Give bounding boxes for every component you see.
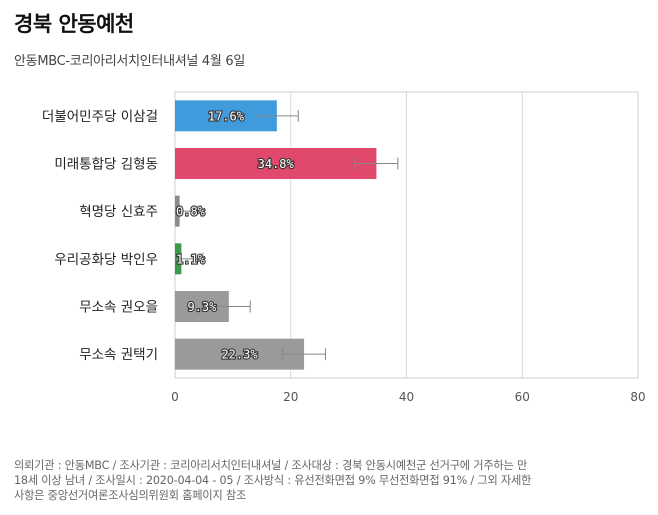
category-label: 더불어민주당 이삼걸 xyxy=(42,109,158,125)
footnote-line-3: 사항은 중앙선거여론조사심의위원회 홈페이지 참조 xyxy=(14,489,247,502)
bar-chart: 0 20 40 60 80 더불어민주당 이삼걸 17.6% 미래통합당 김형동 34.8% 혁명… xyxy=(42,91,646,404)
data-label: 22.3% xyxy=(221,348,258,362)
category-label: 미래통합당 김형동 xyxy=(54,157,158,173)
footnote-line-1: 의뢰기관 : 안동MBC / 조사기관 : 코리아리서치인터내셔널 / 조사대상… xyxy=(14,459,528,472)
data-label: 34.8% xyxy=(258,157,295,171)
x-tick-label: 40 xyxy=(399,390,414,404)
x-tick-label: 80 xyxy=(630,390,645,404)
x-tick-label: 0 xyxy=(171,390,179,404)
category-label: 무소속 권오을 xyxy=(79,300,158,316)
data-label: 0.8% xyxy=(176,205,206,219)
page-title: 경북 안동예천 xyxy=(14,12,134,36)
data-label: 1.1% xyxy=(176,252,206,266)
category-label: 무소속 권택기 xyxy=(79,347,158,363)
footnote-line-2: 18세 이상 남녀 / 조사일시 : 2020-04-04 - 05 / 조사방… xyxy=(14,474,532,487)
plot-frame xyxy=(174,91,639,379)
data-label: 17.6% xyxy=(208,109,245,123)
x-tick-label: 20 xyxy=(283,390,298,404)
category-label: 혁명당 신효주 xyxy=(79,204,158,220)
bar xyxy=(175,148,377,179)
survey-footnote: 의뢰기관 : 안동MBC / 조사기관 : 코리아리서치인터내셔널 / 조사대상… xyxy=(14,458,614,503)
x-tick-label: 60 xyxy=(515,390,530,404)
page-subtitle: 안동MBC-코리아리서치인터내셔널 4월 6일 xyxy=(14,54,245,69)
category-label: 우리공화당 박인우 xyxy=(54,252,158,268)
data-label: 9.3% xyxy=(187,300,217,314)
